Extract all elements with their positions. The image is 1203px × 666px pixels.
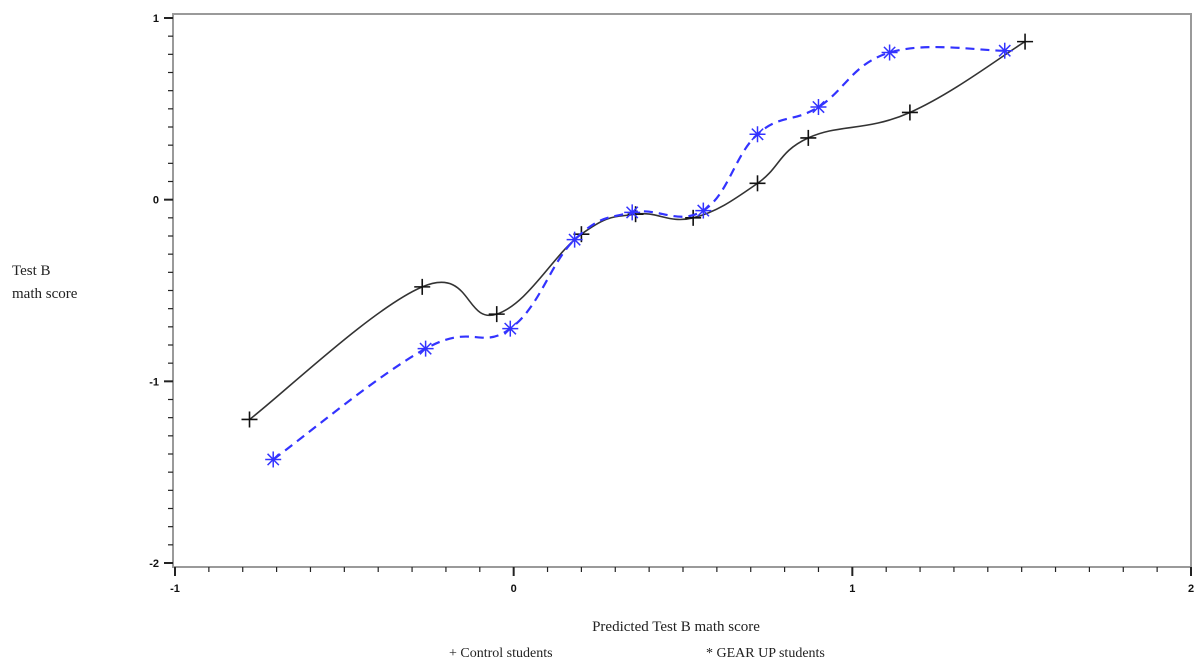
x-tick-label: -1 bbox=[170, 583, 180, 595]
asterisk-marker bbox=[265, 451, 282, 468]
y-axis-title-line-2: math score bbox=[12, 286, 78, 302]
y-tick-label: -2 bbox=[149, 558, 159, 570]
asterisk-marker bbox=[566, 231, 583, 248]
asterisk-marker bbox=[996, 42, 1013, 59]
asterisk-marker bbox=[810, 99, 827, 116]
axes: -1 0 1 2 -2 -1 0 1 bbox=[149, 13, 1194, 595]
asterisk-marker bbox=[695, 202, 712, 219]
asterisk-marker bbox=[624, 204, 641, 221]
marker-stroke bbox=[812, 100, 825, 114]
marker-stroke bbox=[504, 322, 517, 335]
y-tick-label: 1 bbox=[153, 13, 159, 25]
marker-stroke bbox=[267, 453, 280, 466]
legend-control: + Control students bbox=[449, 646, 553, 661]
asterisk-marker bbox=[749, 126, 766, 143]
series-line bbox=[272, 45, 1005, 461]
series-gearup bbox=[265, 42, 1013, 468]
plus-marker bbox=[241, 411, 258, 428]
y-tick-label: -1 bbox=[149, 376, 159, 388]
series-layer bbox=[241, 33, 1034, 468]
marker-stroke bbox=[626, 206, 639, 219]
marker-stroke bbox=[751, 128, 764, 141]
plus-marker bbox=[488, 306, 505, 323]
plus-marker bbox=[685, 209, 702, 226]
marker-stroke bbox=[697, 204, 710, 217]
plus-marker bbox=[749, 175, 766, 192]
plus-marker bbox=[800, 129, 817, 146]
legend-gearup: * GEAR UP students bbox=[706, 646, 825, 661]
asterisk-marker bbox=[417, 340, 434, 357]
x-axis-title: Predicted Test B math score bbox=[592, 619, 760, 635]
plus-marker bbox=[1017, 33, 1034, 50]
marker-stroke bbox=[883, 46, 896, 59]
series-line bbox=[249, 40, 1026, 421]
series-control bbox=[241, 33, 1034, 428]
asterisk-marker bbox=[502, 320, 519, 337]
x-tick-label: 1 bbox=[849, 583, 855, 595]
x-tick-label: 0 bbox=[511, 583, 517, 595]
asterisk-marker bbox=[881, 44, 898, 61]
plus-marker bbox=[901, 104, 918, 121]
x-tick-label: 2 bbox=[1188, 583, 1194, 595]
y-axis-title-line-1: Test B bbox=[12, 263, 51, 279]
plot-frame bbox=[172, 13, 1192, 568]
plus-marker bbox=[414, 278, 431, 295]
marker-stroke bbox=[998, 44, 1011, 57]
marker-stroke bbox=[568, 233, 581, 246]
y-tick-label: 0 bbox=[153, 195, 159, 207]
marker-stroke bbox=[419, 342, 432, 355]
